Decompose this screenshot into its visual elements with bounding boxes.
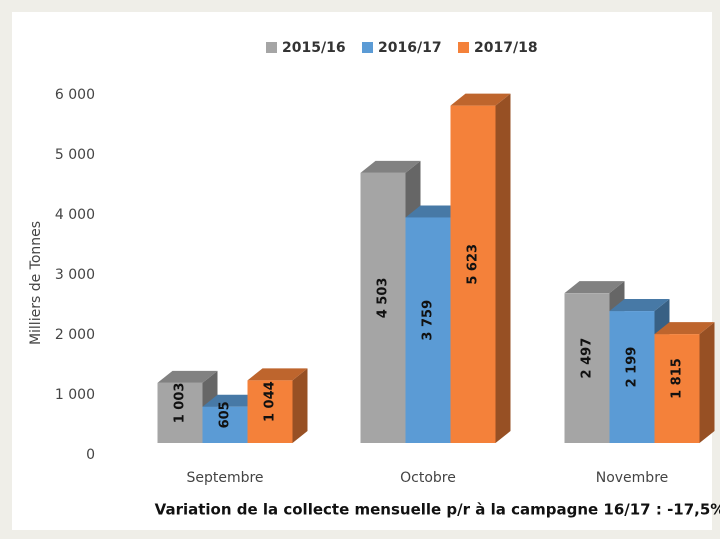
x-tick-label: Novembre [596, 470, 669, 486]
value-label: 1 003 [173, 383, 188, 424]
legend-swatch [362, 42, 373, 53]
bar [247, 380, 293, 443]
annotation: Variation de la collecte mensuelle p/r à… [155, 501, 720, 519]
bar-side [292, 368, 308, 443]
bar [360, 172, 406, 443]
y-tick-label: 0 [86, 447, 95, 463]
value-label: 1 815 [670, 358, 685, 399]
value-label: 605 [218, 401, 233, 428]
legend-swatch [458, 42, 469, 53]
bar [564, 293, 610, 443]
value-label: 1 044 [263, 381, 278, 422]
value-label: 2 497 [580, 338, 595, 379]
bar-top [564, 281, 625, 294]
bar [654, 334, 700, 443]
bar-top [360, 160, 421, 173]
bar-top [247, 368, 308, 381]
bar-3d [247, 368, 308, 443]
legend-label: 2015/16 [282, 40, 346, 56]
x-tick-label: Octobre [400, 470, 456, 486]
value-label: 3 759 [421, 300, 436, 341]
value-label: 2 199 [625, 347, 640, 388]
y-tick-label: 2 000 [55, 327, 95, 343]
bar-side [495, 93, 511, 444]
bar-top [609, 299, 670, 312]
x-tick-label: Septembre [186, 470, 263, 486]
y-tick-label: 5 000 [55, 147, 95, 163]
y-tick-label: 1 000 [55, 387, 95, 403]
bar-top [654, 322, 715, 335]
bar-side [699, 322, 715, 443]
value-label: 4 503 [376, 278, 391, 319]
bar [450, 105, 496, 444]
bar [609, 311, 655, 443]
y-tick-label: 6 000 [55, 87, 95, 103]
bar-3d [654, 322, 715, 443]
bar [157, 382, 203, 443]
y-tick-label: 4 000 [55, 207, 95, 223]
bar-top [157, 370, 218, 383]
y-tick-label: 3 000 [55, 267, 95, 283]
value-label: 5 623 [466, 244, 481, 285]
bar [405, 217, 451, 443]
bar-top [450, 93, 511, 106]
bar-3d [450, 93, 511, 444]
legend-swatch [266, 42, 277, 53]
bar [202, 406, 248, 443]
legend-label: 2017/18 [474, 40, 538, 56]
y-axis-title: Milliers de Tonnes [28, 221, 44, 345]
legend-label: 2016/17 [378, 40, 442, 56]
